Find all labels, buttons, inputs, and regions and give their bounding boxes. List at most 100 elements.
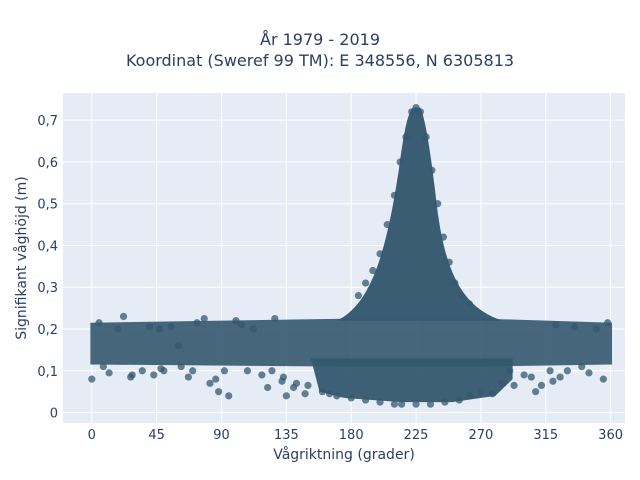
y-axis-label: Signifikant våghöjd (m) [14,176,30,340]
data-point [428,166,436,174]
data-point [119,312,128,321]
data-point [549,377,557,385]
data-point [498,379,507,387]
data-point [477,388,485,396]
data-cloud [90,107,613,403]
y-tick-label: 0,1 [37,365,58,380]
data-point [398,400,406,408]
data-point [552,321,560,329]
x-axis-label: Vågriktning (grader) [273,447,415,463]
data-point [145,323,154,331]
data-point [333,392,341,400]
data-point [592,325,600,333]
y-tick-label: 0,6 [37,156,58,171]
data-point [390,400,399,408]
data-point [138,367,146,375]
chart-title: År 1979 - 2019 [260,30,380,49]
x-tick-label: 270 [468,428,493,443]
data-point [155,325,164,333]
data-point [220,367,228,375]
x-tick-label: 135 [274,428,299,443]
data-point [434,200,442,208]
data-point [301,390,309,398]
data-point [264,383,272,392]
data-point [376,398,384,406]
data-points [88,104,612,408]
dense-peak [336,107,503,321]
dense-lower [310,358,513,403]
y-tick-label: 0,4 [37,239,58,254]
data-point [532,388,540,396]
data-point [520,371,528,379]
data-point [563,367,571,375]
data-point [445,258,453,266]
data-point [439,233,448,241]
x-tick-label: 45 [148,428,165,443]
data-point [279,373,288,381]
data-point [354,291,363,300]
data-point [416,108,424,116]
y-tick-label: 0,3 [37,281,58,296]
data-point [167,323,175,331]
data-point [282,392,290,400]
data-point [95,319,103,327]
data-point [347,394,355,402]
data-point [510,381,518,390]
data-point [451,279,459,287]
data-point [362,396,370,404]
data-point [200,314,208,323]
data-point [177,363,185,371]
y-tick-labels: 0 0,1 0,2 0,3 0,4 0,5 0,6 0,7 [37,114,58,421]
data-point [325,390,334,398]
data-point [599,375,607,383]
data-point [206,379,214,387]
data-point [390,191,399,199]
data-point [465,300,473,308]
y-tick-label: 0,2 [37,323,58,338]
data-point [570,323,579,331]
data-point [402,133,410,141]
data-point [426,400,435,408]
data-point [527,373,535,381]
data-point [243,367,252,375]
data-point [455,396,463,404]
data-point [271,314,279,323]
x-tick-label: 315 [533,428,558,443]
y-tick-label: 0,7 [37,114,58,129]
data-point [304,381,312,390]
data-point [99,363,107,371]
x-tick-label: 225 [404,428,429,443]
data-point [193,319,201,327]
data-point [150,371,158,379]
data-point [189,367,197,375]
x-tick-label: 0 [88,428,96,443]
data-point [215,388,223,396]
data-point [249,325,257,333]
data-point [578,363,586,371]
data-point [362,279,370,287]
data-point [556,373,564,381]
data-point [318,388,326,396]
data-point [128,371,136,379]
data-point [585,369,593,377]
data-point [376,250,384,258]
data-point [225,392,233,400]
data-point [369,266,377,275]
y-tick-label: 0,5 [37,198,58,213]
data-point [258,371,266,379]
data-point [212,375,220,383]
data-point [184,373,192,381]
y-tick-label: 0 [50,407,58,422]
data-point [457,291,465,300]
data-point [105,369,113,377]
data-point [506,367,514,375]
data-point [383,220,391,229]
data-point [268,367,276,375]
data-point [292,379,301,387]
data-point [396,158,404,166]
data-point [488,390,497,398]
data-point [238,321,246,329]
data-point [232,317,240,325]
